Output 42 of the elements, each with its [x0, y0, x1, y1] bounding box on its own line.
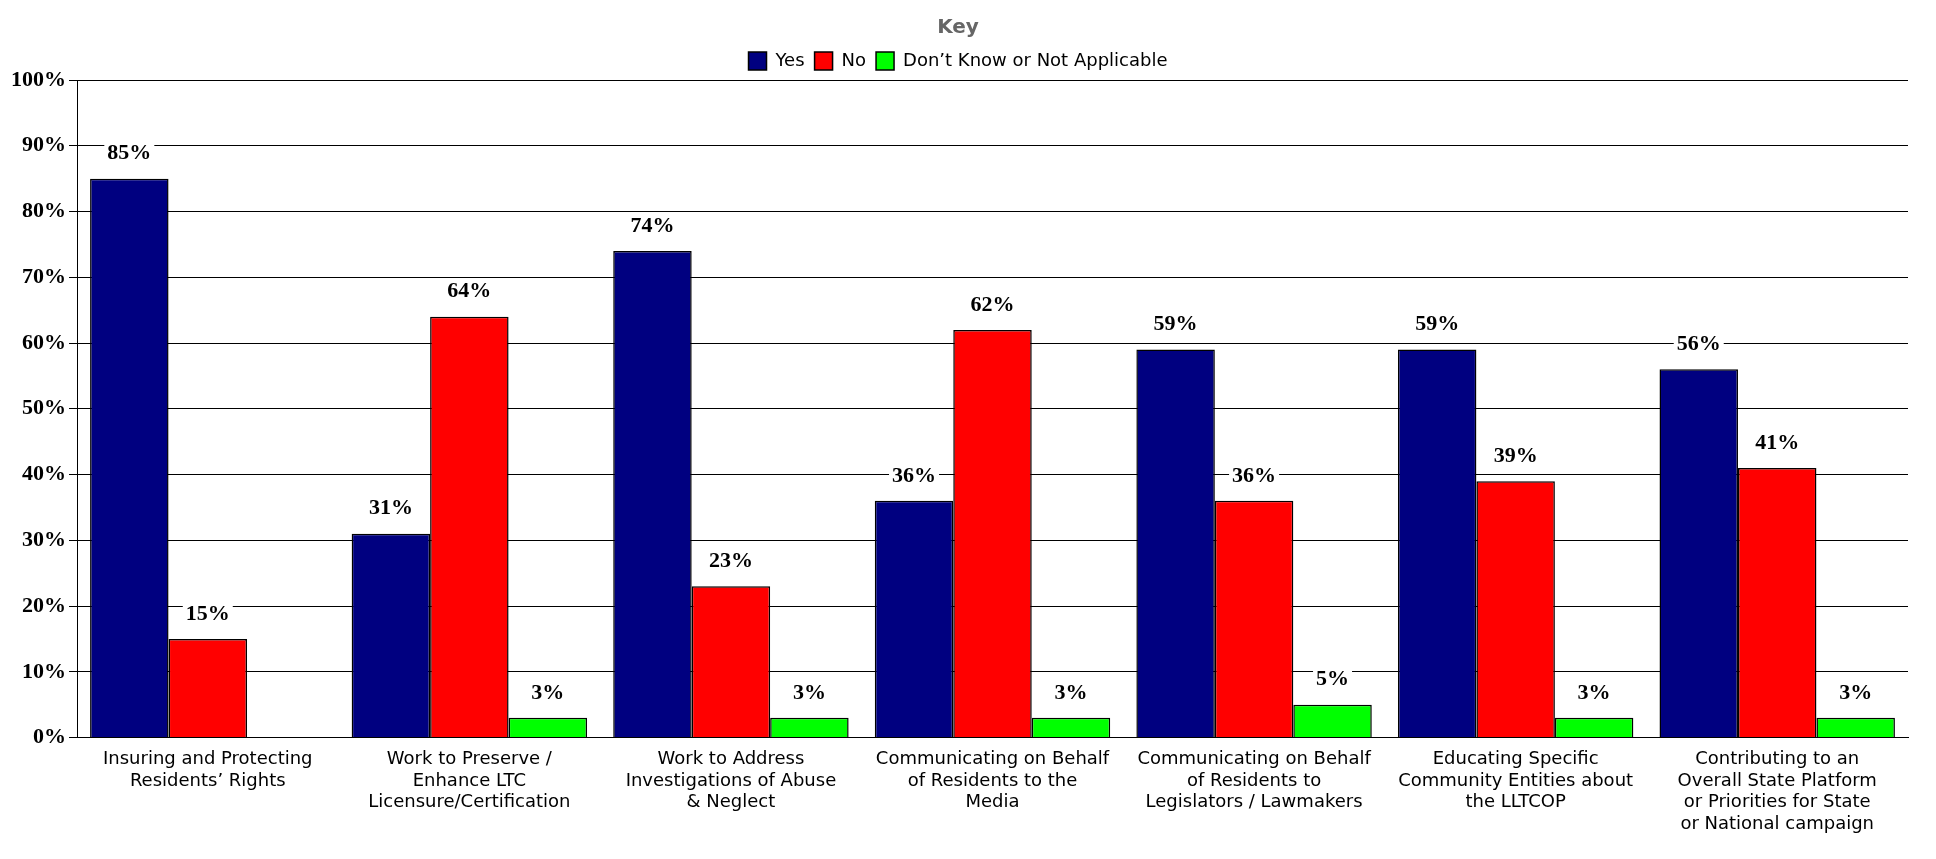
x-tick-label: Communicating on Behalf of Residents to the Media — [875, 747, 1110, 812]
data-label: 3% — [1054, 678, 1088, 704]
x-tick-label: Educating Specific Community Entities about the LLTCOP — [1398, 747, 1634, 812]
data-label: 3% — [1839, 678, 1873, 704]
data-label: 64% — [447, 277, 492, 303]
y-tick-label: 30% — [22, 526, 66, 552]
y-tick-label: 20% — [22, 591, 66, 617]
y-tick-label: 40% — [22, 460, 66, 486]
data-label: 5% — [1316, 665, 1350, 691]
x-tick-label: Communicating on Behalf of Residents to Legislators / Lawmakers — [1137, 747, 1372, 812]
data-label: 56% — [1676, 330, 1721, 356]
data-label: 59% — [1415, 310, 1460, 336]
data-label: 31% — [368, 494, 413, 520]
legend-label: No — [841, 48, 867, 70]
data-label: 62% — [970, 290, 1015, 316]
legend-label: Don’t Know or Not Applicable — [903, 48, 1168, 70]
y-tick-label: 90% — [22, 131, 66, 157]
y-tick-label: 100% — [11, 65, 66, 91]
x-tick-label: Contributing to an Overall State Platform or Priorities for State or National campaign — [1677, 747, 1877, 833]
y-tick-label: 0% — [33, 723, 66, 749]
legend-title: Key — [937, 14, 979, 39]
data-label: 59% — [1153, 310, 1198, 336]
data-label: 36% — [892, 461, 937, 487]
data-label: 3% — [531, 678, 565, 704]
data-label: 74% — [630, 211, 675, 237]
data-label: 3% — [792, 678, 826, 704]
data-label: 23% — [708, 547, 753, 573]
data-label: 39% — [1493, 441, 1538, 467]
data-label: 36% — [1232, 461, 1277, 487]
x-tick-label: Work to Address Investigations of Abuse & Neglect — [625, 747, 837, 812]
y-tick-label: 10% — [22, 657, 66, 683]
y-tick-label: 60% — [22, 328, 66, 354]
data-label: 85% — [107, 139, 152, 165]
x-tick-label: Work to Preserve / Enhance LTC Licensure/Certification — [368, 747, 571, 812]
data-label: 41% — [1755, 428, 1800, 454]
data-label: 3% — [1577, 678, 1611, 704]
legend-label: Yes — [774, 48, 805, 70]
y-tick-label: 50% — [22, 394, 66, 420]
y-tick-label: 80% — [22, 197, 66, 223]
y-tick-label: 70% — [22, 262, 66, 288]
x-tick-label: Insuring and Protecting Residents’ Rights — [103, 747, 313, 790]
data-label: 15% — [185, 599, 230, 625]
